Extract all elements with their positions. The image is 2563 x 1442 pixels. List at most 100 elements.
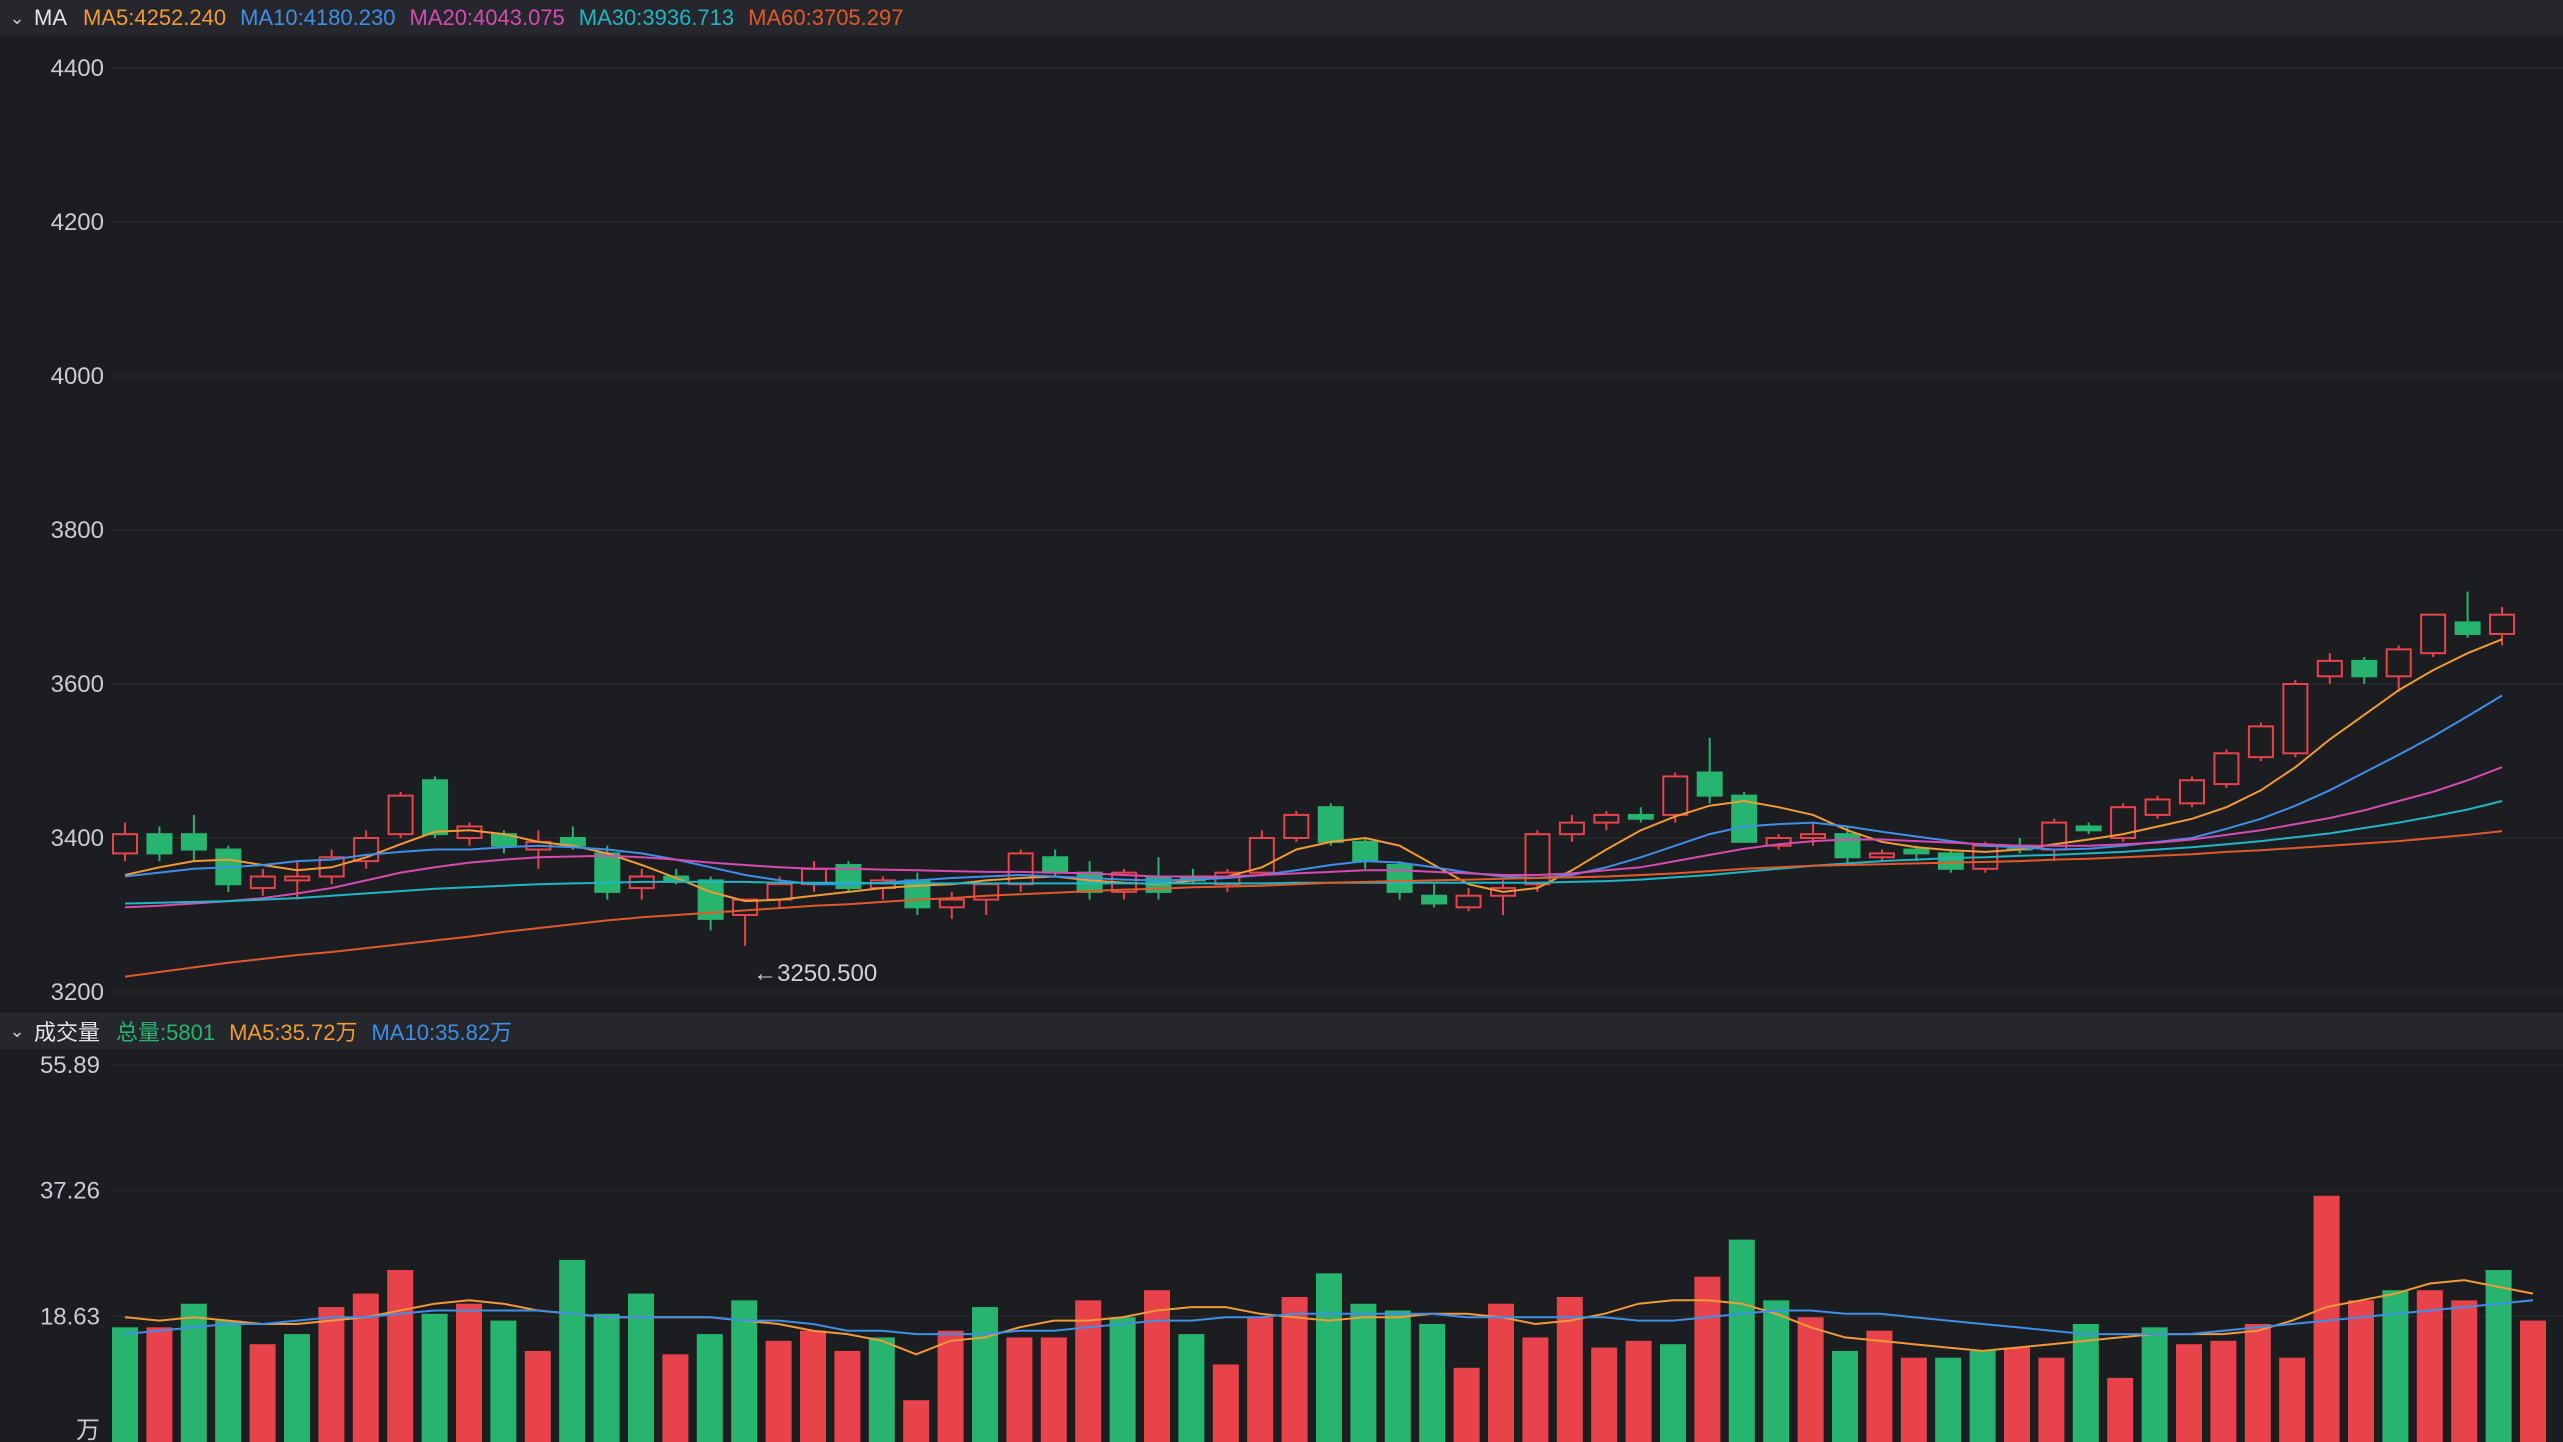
chevron-down-icon[interactable]: ⌄ [9,7,25,28]
volume-bar [1763,1300,1790,1442]
candle-body-up [2282,683,2309,755]
volume-bar [215,1320,242,1442]
y-tick-label: 3400 [51,825,104,852]
candle-body-down [422,779,449,836]
volume-bar [1660,1344,1686,1442]
candle [387,791,414,838]
volume-unit-label: 万 [76,1417,100,1442]
volume-bar [696,1334,723,1442]
volume-bar [284,1334,310,1442]
volume-bar [2141,1327,2168,1442]
volume-bar [1832,1350,1858,1442]
candle-body-down [2454,621,2481,635]
candle-body-up [2213,752,2240,786]
candle-body-up [2316,659,2343,678]
volume-bar [1728,1239,1755,1442]
candle [1490,880,1516,915]
volume-bar [1488,1303,1514,1442]
candle-body-down [2351,659,2378,678]
y-tick-label: 4200 [51,209,104,236]
candle-body-up [938,898,965,909]
candle [2351,657,2378,684]
candle-body-up [112,833,138,855]
candle-body-down [1042,856,1069,874]
chevron-down-icon[interactable]: ⌄ [9,1020,25,1041]
candle [180,814,207,862]
volume-bar [1694,1276,1721,1442]
volume-bar [800,1330,826,1442]
candle-body-down [594,852,621,893]
legend-total-volume: 总量:5801 [116,1020,216,1045]
candle-body-up [1868,852,1895,859]
volume-bar [1040,1337,1067,1442]
candle [628,868,655,900]
volume-bar [524,1350,551,1442]
candle-body-down [1317,806,1344,843]
candle-body-up [1765,837,1792,847]
candle [1042,849,1069,877]
legend-ma60: MA60:3705.297 [748,5,904,30]
y-tick-label: 4400 [51,55,104,82]
volume-bar [2176,1344,2202,1442]
volume-bar [112,1327,138,1442]
volume-legend-title: 成交量 [34,1020,101,1045]
candle-body-up [2420,613,2447,655]
volume-bar [1178,1334,1205,1442]
volume-bar [1075,1300,1102,1442]
candle [1007,849,1034,892]
candle [1662,772,1689,823]
candle-body-down [1937,852,1964,870]
legend-vol-ma10: MA10:35.82万 [371,1020,513,1045]
candle-body-down [146,833,173,855]
candle-body-down [1834,833,1861,859]
candle [215,845,242,892]
volume-bar [2072,1323,2099,1442]
ma-line-ma20 [124,766,2503,909]
candle [1696,737,1723,804]
candle-body-up [2179,779,2205,805]
volume-bar [731,1300,758,1442]
volume-bar [1453,1367,1480,1442]
candle-body-up [766,883,793,901]
candle-body-down [1903,848,1930,855]
candle [1868,849,1895,862]
legend-ma5: MA5:4252.240 [83,5,227,30]
candle [1214,868,1241,892]
ma-line-ma10 [124,694,2503,886]
volume-bar [1281,1296,1308,1442]
legend-vol-ma5: MA5:35.72万 [229,1020,358,1045]
candle [2385,645,2412,692]
legend-ma30: MA30:3936.713 [578,5,735,30]
candle [2179,776,2205,808]
candle [353,830,380,869]
volume-bar [1144,1290,1170,1442]
candle [525,830,552,869]
candle [1317,803,1344,846]
main-legend-title: MA [34,5,67,30]
candle-body-up [1593,813,1620,824]
volume-bar [628,1293,654,1442]
volume-bar [490,1320,517,1442]
volume-bar [1866,1330,1893,1442]
candle-body-up [1662,775,1689,816]
candle [1731,791,1758,843]
volume-bar [1625,1340,1652,1442]
candle-body-up [249,875,276,890]
candle-body-down [180,833,207,851]
candle-body-up [2144,798,2171,816]
volume-bar [662,1354,689,1442]
candle [1283,811,1310,842]
volume-bar [456,1303,482,1442]
legend-ma10: MA10:4180.230 [240,5,396,30]
volume-bar [2244,1323,2271,1442]
volume-bar [2004,1347,2030,1442]
volume-bar [2279,1357,2306,1442]
candle [2316,653,2343,684]
lowest-price-annotation: ←3250.500 [753,960,877,987]
candle-body-up [2489,613,2516,635]
volume-bar [1797,1317,1824,1442]
volume-bar [421,1313,448,1442]
candle [1627,807,1654,823]
volume-bar [1384,1310,1411,1442]
